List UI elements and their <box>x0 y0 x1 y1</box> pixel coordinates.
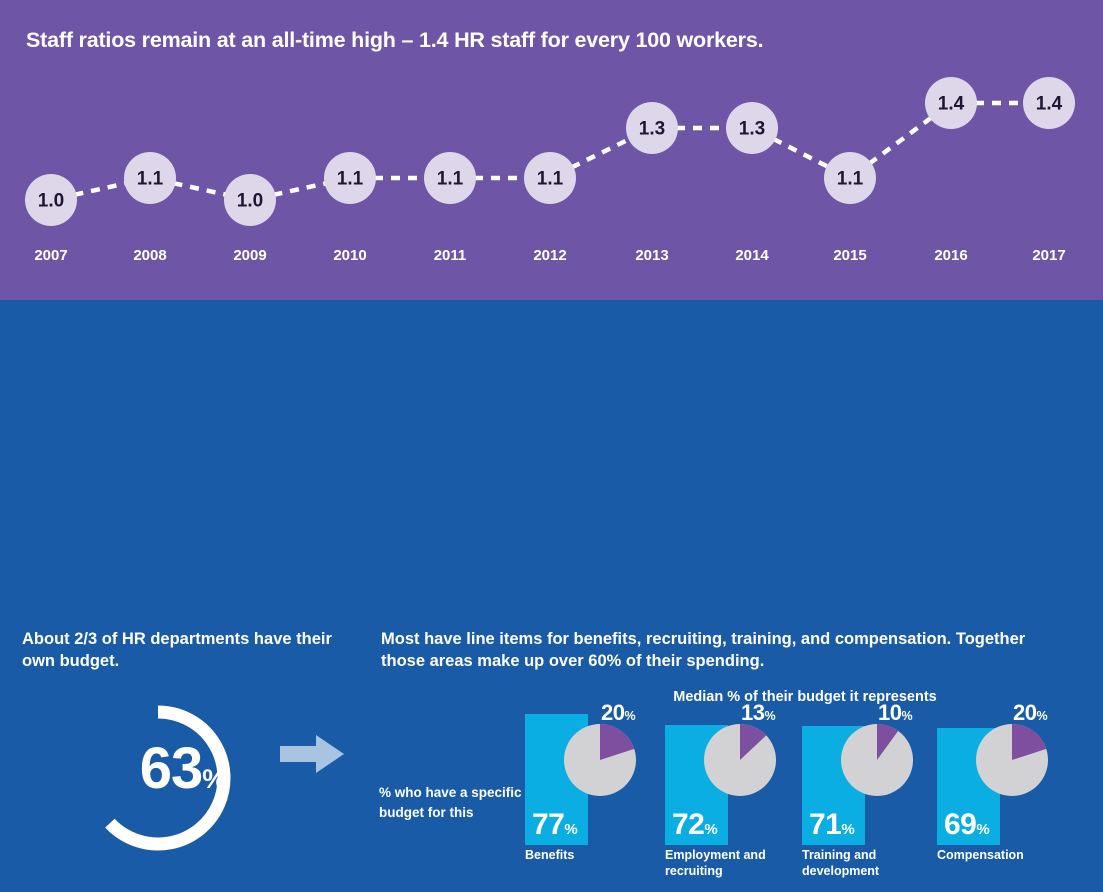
have-budget-percent-symbol: % <box>976 821 990 838</box>
page-title: Staff ratios remain at an all-time high … <box>26 28 764 52</box>
arrow-right-icon <box>280 732 346 781</box>
timeline-node-marker <box>726 102 778 154</box>
donut-percent-symbol: % <box>202 764 227 794</box>
timeline-year-label: 2013 <box>635 247 668 264</box>
timeline-connector <box>772 136 830 170</box>
timeline-node-value: 1.1 <box>437 169 464 190</box>
timeline-node-marker <box>1023 77 1075 129</box>
bars-caption: % who have a specific budget for this <box>379 785 522 820</box>
timeline-node-value: 1.3 <box>739 119 765 140</box>
median-share-percent-symbol: % <box>901 709 913 723</box>
timeline-year-label: 2008 <box>133 247 166 264</box>
budget-category-clusters: 77% 20% Benefits 72% 13% Employment and recru… <box>525 702 1090 892</box>
timeline-node-value: 1.1 <box>137 169 164 190</box>
timeline-node-value: 1.0 <box>237 191 263 212</box>
have-budget-value: 71% <box>809 810 855 840</box>
budget-category-cluster: 69% 20% Compensation <box>937 702 1077 892</box>
timeline-node-value: 1.3 <box>639 119 665 140</box>
have-budget-percent-symbol: % <box>564 821 578 838</box>
median-share-pie-chart <box>703 723 777 802</box>
timeline-year-label: 2016 <box>934 247 967 264</box>
timeline-node-value: 1.1 <box>837 169 864 190</box>
median-share-pie-chart <box>563 723 637 802</box>
timeline-node-marker <box>824 152 876 204</box>
timeline-connector <box>570 136 632 170</box>
timeline-year-label: 2011 <box>434 247 467 264</box>
timeline-year-label: 2007 <box>34 247 67 264</box>
median-share-value: 20% <box>601 702 636 724</box>
budget-category-label: Training and development <box>802 848 880 879</box>
budget-category-cluster: 77% 20% Benefits <box>525 702 665 892</box>
have-budget-number: 69 <box>944 808 977 841</box>
timeline-node-value: 1.4 <box>938 94 965 115</box>
median-share-number: 20 <box>1013 700 1037 725</box>
budget-right-heading: Most have line items for benefits, recru… <box>381 630 1026 671</box>
median-share-percent-symbol: % <box>1036 709 1048 723</box>
timeline-node-marker <box>324 152 376 204</box>
timeline-year-label: 2009 <box>233 247 266 264</box>
timeline-node-marker <box>124 152 176 204</box>
timeline-node-value: 1.1 <box>337 169 364 190</box>
timeline-connector <box>867 115 934 166</box>
budget-category-cluster: 71% 10% Training and development <box>802 702 942 892</box>
timeline-year-label: 2015 <box>833 247 866 264</box>
have-budget-number: 71 <box>809 808 842 841</box>
timeline-node-marker <box>224 174 276 226</box>
timeline-node-marker <box>626 102 678 154</box>
median-share-number: 10 <box>878 700 902 725</box>
budget-category-cluster: 72% 13% Employment and recruiting <box>665 702 805 892</box>
timeline-connector <box>172 180 228 198</box>
median-share-number: 13 <box>741 700 765 725</box>
timeline-node-marker <box>925 77 977 129</box>
have-budget-number: 77 <box>532 808 565 841</box>
have-budget-percent-symbol: % <box>704 821 718 838</box>
timeline-node-marker <box>25 174 77 226</box>
donut-value: 63 <box>139 736 204 801</box>
median-share-value: 13% <box>741 702 776 724</box>
timeline-node-marker <box>424 152 476 204</box>
timeline-year-label: 2014 <box>735 247 769 264</box>
donut-value-label: 63% <box>88 740 278 798</box>
budget-category-label: Benefits <box>525 848 575 862</box>
have-budget-value: 72% <box>672 810 718 840</box>
timeline-year-axis: 2007 2008 2009 2010 2011 2012 2013 2014 2015 2016… <box>34 247 1065 264</box>
median-share-percent-symbol: % <box>624 709 636 723</box>
timeline-node-value: 1.0 <box>38 191 64 212</box>
median-share-value: 10% <box>878 702 913 724</box>
timeline-node-marker <box>524 152 576 204</box>
have-budget-percent-symbol: % <box>841 821 855 838</box>
timeline-node-value: 1.4 <box>1036 94 1063 115</box>
hr-budget-section: About 2/3 of HR departments have their o… <box>0 300 1103 878</box>
budget-category-label: Employment and recruiting <box>665 848 766 879</box>
staff-ratio-section: Staff ratios remain at an all-time high … <box>0 0 1103 300</box>
timeline-node-value: 1.1 <box>537 169 564 190</box>
timeline-year-label: 2017 <box>1032 247 1065 264</box>
timeline-connector <box>73 181 128 197</box>
timeline-connector <box>272 180 328 198</box>
timeline-year-label: 2010 <box>333 247 366 264</box>
have-budget-value: 69% <box>944 810 990 840</box>
median-share-pie-chart <box>840 723 914 802</box>
median-share-value: 20% <box>1013 702 1048 724</box>
have-budget-value: 77% <box>532 810 578 840</box>
budget-left-heading: About 2/3 of HR departments have their o… <box>22 630 332 671</box>
timeline-year-label: 2012 <box>533 247 566 264</box>
median-share-percent-symbol: % <box>764 709 776 723</box>
timeline-connector-lines <box>73 100 1025 198</box>
have-budget-number: 72 <box>672 808 705 841</box>
median-share-pie-chart <box>975 723 1049 802</box>
budget-category-label: Compensation <box>937 848 1024 862</box>
staff-ratio-timeline-chart: 1.01.11.01.1 1.1 1.11.3 1.31.11.4 1.4 2007 20… <box>25 77 1075 264</box>
timeline-nodes: 1.0 1.1 1.0 1.1 1.1 1.1 1.3 1.3 1.1 1.4 1.4 <box>25 77 1075 226</box>
median-share-number: 20 <box>601 700 625 725</box>
